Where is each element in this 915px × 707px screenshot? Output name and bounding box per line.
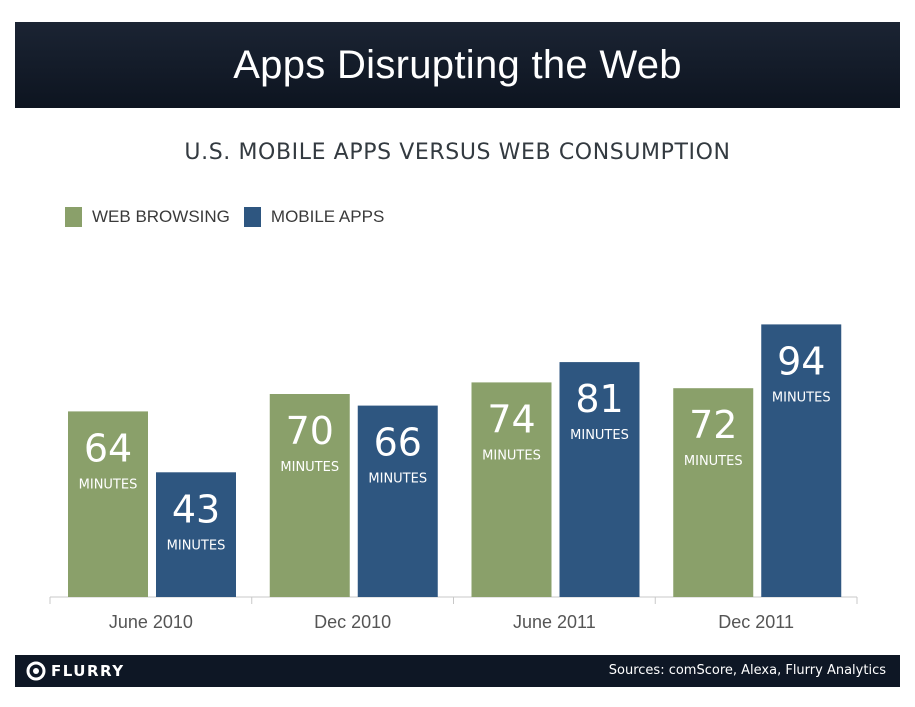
- bar: [673, 388, 754, 597]
- bar: [68, 411, 148, 597]
- legend-item-apps: MOBILE APPS: [243, 207, 385, 227]
- data-label-value: 72: [689, 403, 737, 447]
- footer-bar: FLURRY Sources: comScore, Alexa, Flurry …: [15, 655, 900, 687]
- data-label-value: 81: [575, 377, 623, 421]
- bar: [357, 405, 438, 597]
- flurry-logo: FLURRY: [26, 661, 125, 681]
- data-label-value: 64: [84, 426, 132, 470]
- x-tick-label: June 2011: [513, 612, 596, 632]
- x-tick-label: June 2010: [109, 612, 193, 632]
- data-label-unit: MINUTES: [167, 538, 226, 553]
- legend-item-web: WEB BROWSING: [65, 207, 230, 227]
- bar: [269, 394, 350, 597]
- data-label-value: 70: [286, 409, 334, 453]
- title-bar: Apps Disrupting the Web: [15, 22, 900, 108]
- bar: [559, 362, 640, 597]
- data-label-unit: MINUTES: [280, 460, 339, 475]
- bar: [761, 324, 842, 597]
- sources-text: Sources: comScore, Alexa, Flurry Analyti…: [608, 663, 886, 678]
- chart-title: U.S. MOBILE APPS VERSUS WEB CONSUMPTION: [184, 140, 731, 165]
- legend-label-web: WEB BROWSING: [92, 207, 230, 226]
- x-tick-label: Dec 2011: [718, 612, 794, 632]
- bar: [471, 382, 552, 597]
- data-label-value: 66: [374, 421, 422, 465]
- data-label-value: 43: [172, 487, 220, 531]
- flurry-logo-icon: [26, 661, 46, 681]
- legend-swatch-apps: [243, 207, 261, 227]
- legend-swatch-web: [65, 207, 82, 227]
- data-label-unit: MINUTES: [482, 448, 541, 463]
- data-label-value: 94: [777, 339, 825, 383]
- legend-label-apps: MOBILE APPS: [270, 207, 385, 226]
- x-tick-label: Dec 2010: [314, 612, 391, 632]
- bar: [156, 472, 236, 597]
- data-label-unit: MINUTES: [79, 477, 138, 492]
- data-label-value: 74: [487, 397, 535, 441]
- flurry-logo-text: FLURRY: [51, 662, 125, 680]
- data-label-unit: MINUTES: [772, 390, 831, 405]
- data-label-unit: MINUTES: [684, 454, 743, 469]
- data-label-unit: MINUTES: [570, 428, 629, 443]
- data-label-unit: MINUTES: [368, 472, 427, 487]
- page-title: Apps Disrupting the Web: [233, 42, 682, 87]
- legend: WEB BROWSING MOBILE APPS: [65, 207, 398, 227]
